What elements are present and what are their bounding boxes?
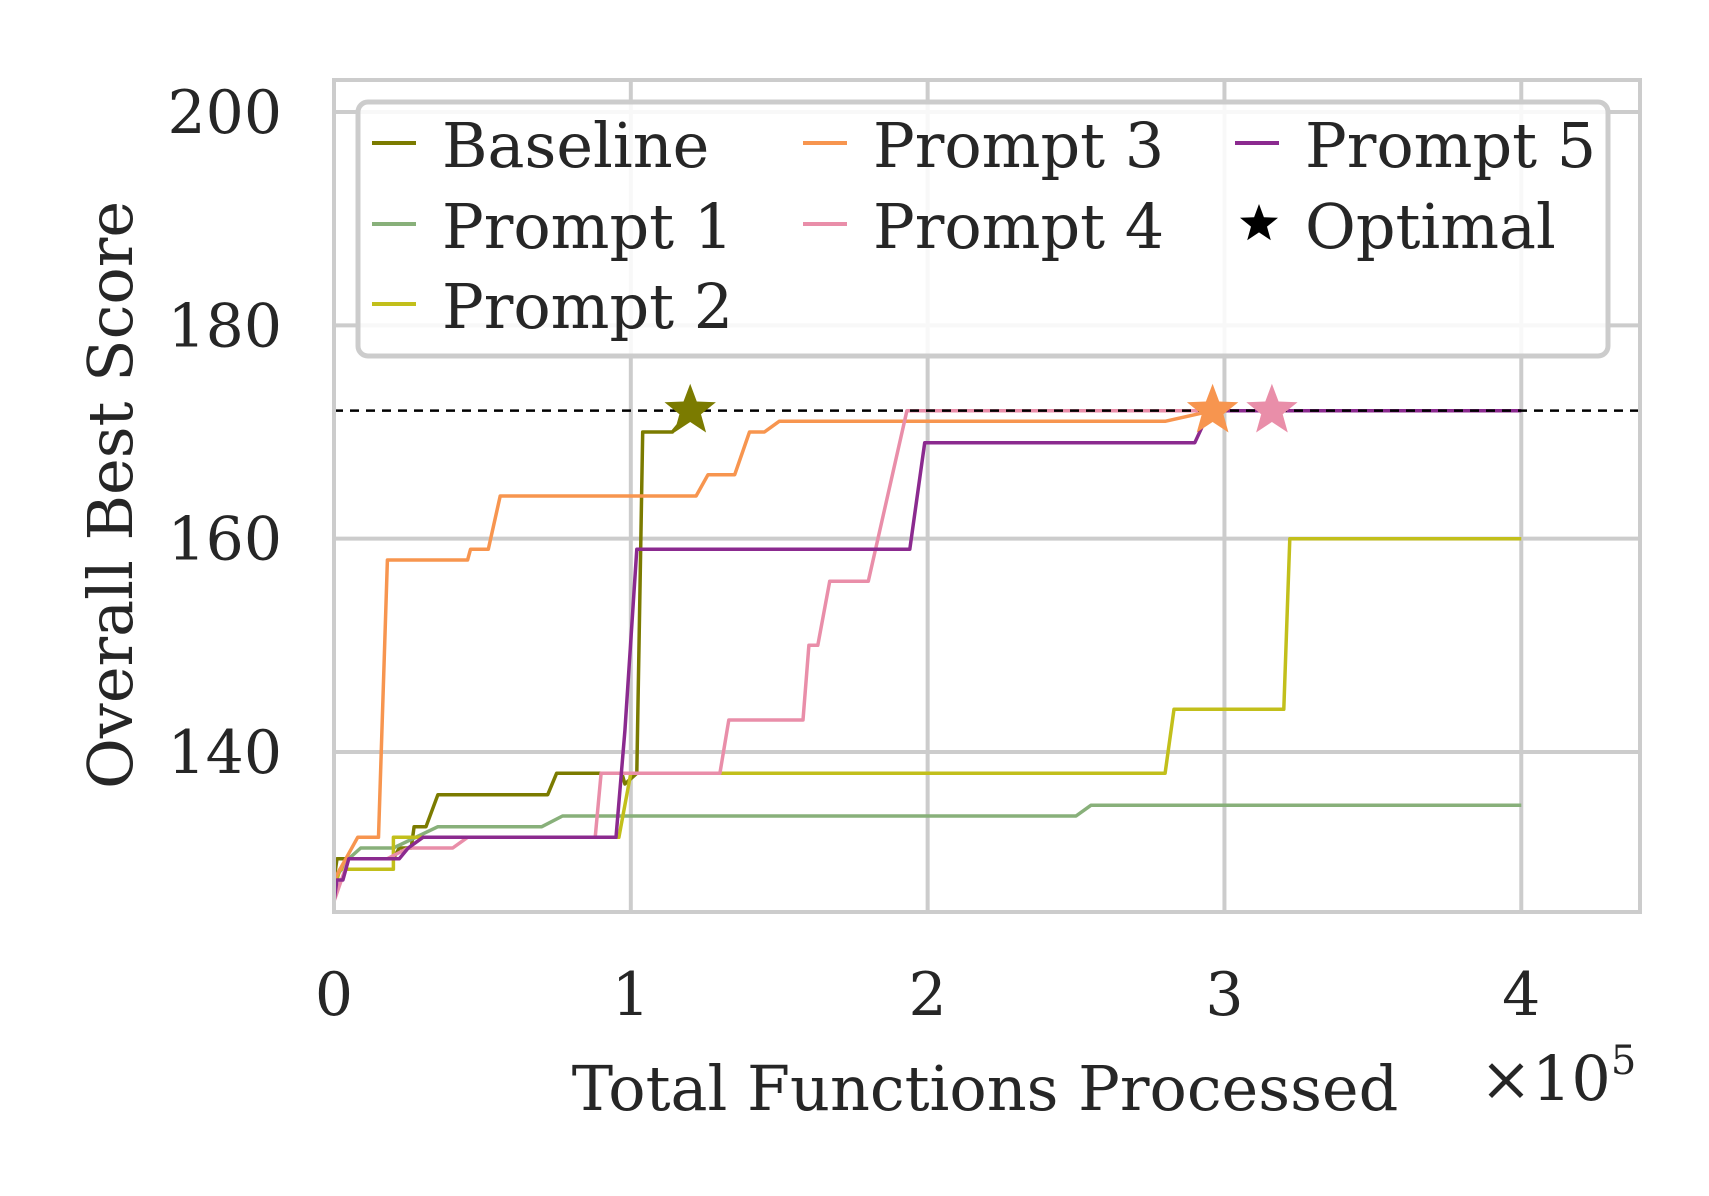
legend-item: Baseline (372, 109, 709, 182)
x-tick-label: 2 (909, 960, 947, 1030)
series-line-prompt-5 (332, 408, 1522, 902)
x-multiplier-exponent: 5 (1611, 1038, 1636, 1084)
legend-item: Prompt 4 (803, 190, 1164, 263)
legend-item: Prompt 2 (372, 270, 733, 343)
series-line-baseline (332, 409, 692, 881)
x-axis-multiplier: ×105 (1480, 1038, 1636, 1115)
plot-frame (332, 78, 1642, 914)
legend-label: Prompt 5 (1305, 109, 1596, 182)
legend-item: Prompt 5 (1235, 109, 1596, 182)
series-line-prompt-1 (332, 803, 1522, 881)
ticks: 0 1 2 3 4 140 160 180 200 (167, 78, 1540, 1030)
y-axis-label: Overall Best Score (74, 201, 147, 789)
x-tick-label: 4 (1502, 960, 1540, 1030)
series-line-prompt-2 (332, 536, 1522, 892)
legend-label: Prompt 2 (442, 270, 733, 343)
legend-label: Prompt 1 (442, 190, 733, 263)
optimal-star-prompt-4 (1246, 383, 1298, 433)
series-line-prompt-4 (332, 408, 1272, 902)
legend-item: Optimal (1240, 190, 1556, 263)
legend-label: Baseline (442, 109, 709, 182)
optimal-markers (664, 383, 1298, 433)
legend-label: Optimal (1305, 190, 1556, 263)
optimal-star-baseline (664, 383, 716, 433)
optimal-star-prompt-3 (1186, 383, 1239, 433)
y-tick-label: 180 (167, 291, 282, 361)
legend-item: Prompt 3 (803, 109, 1164, 182)
series-line-prompt-3 (332, 408, 1213, 881)
legend-item: Prompt 1 (372, 190, 733, 263)
legend-label: Prompt 4 (873, 190, 1164, 263)
x-tick-label: 3 (1205, 960, 1243, 1030)
x-tick-label: 1 (612, 960, 650, 1030)
x-multiplier-base: ×10 (1480, 1042, 1611, 1115)
legend-star-icon (1240, 204, 1278, 241)
y-tick-label: 200 (167, 78, 282, 148)
legend-label: Prompt 3 (873, 109, 1164, 182)
x-tick-label: 0 (315, 960, 353, 1030)
y-tick-label: 140 (167, 718, 282, 788)
y-tick-label: 160 (167, 505, 282, 575)
legend-box (355, 99, 1611, 359)
series-layer (332, 408, 1522, 902)
x-axis-label: Total Functions Processed (572, 1052, 1399, 1125)
